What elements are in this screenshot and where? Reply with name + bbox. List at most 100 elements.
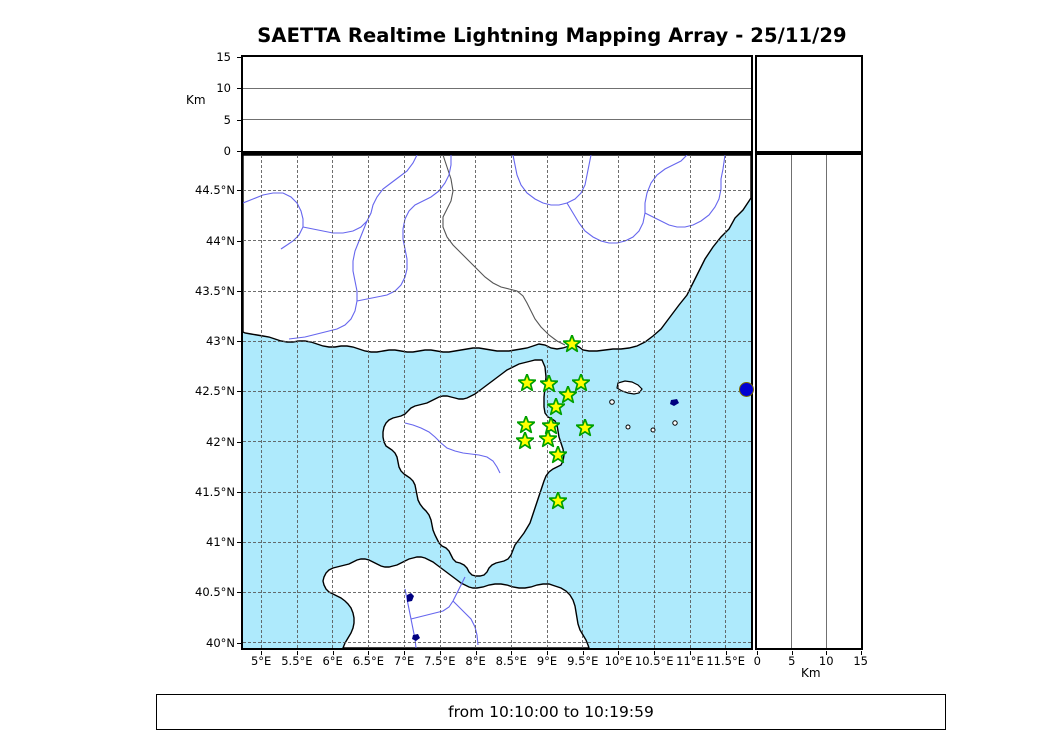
map-gridline-lat xyxy=(243,190,751,192)
map-lat-tickmark xyxy=(237,592,241,594)
map-lon-tickmark xyxy=(296,651,298,655)
time-range-status-bar: from 10:10:00 to 10:19:59 xyxy=(156,694,946,730)
map-lon-tickmark xyxy=(439,651,441,655)
right-panel-x-tick-label: 0 xyxy=(753,654,761,668)
map-gridline-lon xyxy=(439,155,441,648)
pianosa-island xyxy=(625,424,631,430)
elba-island xyxy=(616,380,643,395)
map-lon-tickmark xyxy=(618,651,620,655)
top-panel-y-tick-label: 5 xyxy=(223,112,231,127)
top-altitude-panel xyxy=(241,55,753,153)
map-lon-tick-label: 6.5°E xyxy=(352,654,385,668)
map-gridline-lat xyxy=(243,340,751,342)
giglio-island xyxy=(672,420,678,426)
top-panel-y-tick-label: 15 xyxy=(216,50,231,65)
map-gridline-lat xyxy=(243,491,751,493)
map-lon-tickmark xyxy=(475,651,477,655)
sardinia-landmass xyxy=(322,556,590,648)
map-lat-tickmark xyxy=(237,642,241,644)
map-lat-tick-label: 44.5°N xyxy=(195,183,235,198)
capraia-island xyxy=(609,399,615,405)
map-lat-tick-label: 40°N xyxy=(206,635,235,650)
map-gridline-lat xyxy=(243,240,751,242)
right-panel-gridline xyxy=(825,155,827,648)
map-lat-tickmark xyxy=(237,441,241,443)
map-lon-tick-label: 6°E xyxy=(322,654,343,668)
map-lon-tickmark xyxy=(368,651,370,655)
sardinia-lake-south xyxy=(412,634,420,641)
map-gridline-lon xyxy=(368,155,370,648)
national-border-line xyxy=(442,155,566,346)
top-panel-y-tickmark xyxy=(237,57,241,59)
right-panel-x-tick-label: 15 xyxy=(853,654,868,668)
map-panel[interactable] xyxy=(241,153,753,650)
map-lat-tick-label: 42.5°N xyxy=(195,384,235,399)
map-lon-tick-label: 9°E xyxy=(536,654,558,668)
map-lat-tick-label: 41°N xyxy=(206,535,235,550)
map-lon-tickmark xyxy=(547,651,549,655)
map-gridline-lon xyxy=(725,155,727,648)
map-lon-tickmark xyxy=(332,651,334,655)
map-lon-tick-label: 9.5°E xyxy=(567,654,599,668)
map-lon-tick-label: 8.5°E xyxy=(495,654,527,668)
map-lat-tickmark xyxy=(237,542,241,544)
map-lon-tickmark xyxy=(689,651,691,655)
map-lon-tick-label: 10°E xyxy=(604,654,633,668)
map-lat-tickmark xyxy=(237,290,241,292)
top-panel-gridline xyxy=(243,88,751,90)
map-gridline-lat xyxy=(243,441,751,443)
map-gridline-lon xyxy=(653,155,655,648)
top-panel-y-tick-label: 0 xyxy=(223,143,231,158)
sardinia-lake-north xyxy=(407,593,414,602)
page-title: SAETTA Realtime Lightning Mapping Array … xyxy=(257,24,847,47)
right-panel-gridline xyxy=(791,155,793,648)
right-panel-x-tickmark xyxy=(826,651,828,655)
corner-panel xyxy=(755,55,863,153)
map-lon-tick-label: 8°E xyxy=(465,654,486,668)
italy-lagoon xyxy=(670,399,679,406)
map-lon-tick-label: 7°E xyxy=(393,654,415,668)
map-gridline-lat xyxy=(243,642,751,644)
map-lon-tickmark xyxy=(725,651,727,655)
map-gridline-lat xyxy=(243,592,751,594)
map-gridline-lon xyxy=(332,155,334,648)
map-gridline-lat xyxy=(243,391,751,393)
map-lat-tickmark xyxy=(237,341,241,343)
map-lat-tickmark xyxy=(237,491,241,493)
map-lat-tick-label: 43.5°N xyxy=(195,283,235,298)
map-lat-tick-label: 44°N xyxy=(206,233,235,248)
map-gridline-lat xyxy=(243,290,751,292)
map-canvas[interactable] xyxy=(243,155,751,648)
map-gridline-lon xyxy=(475,155,477,648)
right-panel-x-tickmark xyxy=(791,651,793,655)
event-blue-dot-marker[interactable] xyxy=(738,381,754,397)
map-lon-tick-label: 5.5°E xyxy=(281,654,313,668)
map-gridline-lon xyxy=(689,155,691,648)
map-gridline-lon xyxy=(296,155,298,648)
map-lon-tick-label: 11.5°E xyxy=(706,654,745,668)
corsica-landmass xyxy=(382,359,565,577)
map-lat-tickmark xyxy=(237,190,241,192)
right-altitude-panel xyxy=(755,153,863,650)
map-gridline-lon xyxy=(582,155,584,648)
right-panel-x-tickmark xyxy=(860,651,862,655)
mainland-europe-landmass xyxy=(243,155,751,353)
map-lon-tick-label: 10.5°E xyxy=(634,654,674,668)
map-gridline-lat xyxy=(243,541,751,543)
map-lat-tick-label: 40.5°N xyxy=(195,585,235,600)
map-gridline-lon xyxy=(618,155,620,648)
right-panel-axis-label: Km xyxy=(801,666,821,680)
map-lon-tickmark xyxy=(404,651,406,655)
top-panel-y-tick-label: 10 xyxy=(216,81,231,96)
map-gridline-lon xyxy=(403,155,405,648)
top-panel-gridline xyxy=(243,119,751,121)
map-lon-tickmark xyxy=(261,651,263,655)
right-panel-x-tick-label: 10 xyxy=(818,654,834,668)
time-range-text: from 10:10:00 to 10:19:59 xyxy=(448,703,654,721)
map-lon-tickmark xyxy=(654,651,656,655)
top-panel-y-tickmark xyxy=(237,119,241,121)
map-lon-tickmark xyxy=(511,651,513,655)
map-lat-tickmark xyxy=(237,240,241,242)
top-panel-y-tickmark xyxy=(237,150,241,152)
